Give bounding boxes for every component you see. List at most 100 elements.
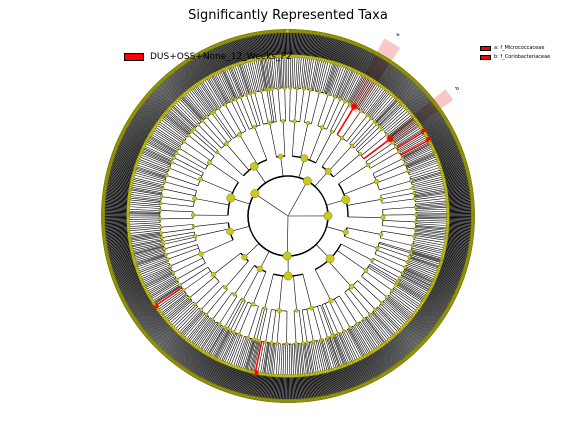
- branch-line: [304, 90, 310, 123]
- branch-line: [322, 138, 342, 167]
- taxon-node: [340, 136, 344, 140]
- branch-line: [318, 340, 325, 371]
- taxon-node: [413, 235, 416, 238]
- branch-line: [148, 138, 176, 154]
- taxon-node: [342, 195, 350, 203]
- branch-line: [302, 310, 307, 343]
- taxon-node: [401, 157, 404, 160]
- taxon-node: [285, 342, 288, 345]
- branch-line: [146, 142, 174, 157]
- branch-line: [132, 179, 163, 186]
- branch-line: [380, 105, 403, 127]
- branch-line: [366, 143, 393, 162]
- taxon-node: [373, 120, 376, 123]
- taxon-node: [414, 206, 417, 209]
- branch-line: [326, 63, 336, 94]
- taxon-node: [343, 100, 346, 103]
- branch-line: [221, 332, 234, 361]
- taxon-node: [270, 341, 273, 344]
- taxon-node: [375, 246, 379, 250]
- taxon-node: [320, 125, 324, 129]
- branch-line: [191, 89, 210, 114]
- taxon-node: [358, 152, 362, 156]
- branch-line: [288, 181, 307, 216]
- branch-line: [341, 244, 372, 260]
- branch-line: [406, 153, 435, 166]
- branch-line: [195, 229, 229, 236]
- branch-line: [161, 203, 194, 206]
- biomarker-node: [387, 136, 393, 142]
- taxon-node: [211, 318, 214, 321]
- branch-line: [230, 301, 245, 330]
- taxon-node: [320, 338, 323, 341]
- branch-line: [334, 154, 361, 177]
- taxon-node: [385, 133, 388, 136]
- taxon-node: [369, 117, 372, 120]
- taxon-node: [412, 191, 415, 194]
- taxon-node: [205, 313, 208, 316]
- branch-line: [377, 250, 408, 262]
- branch-line: [337, 250, 366, 270]
- branch-line: [195, 198, 229, 204]
- branch-line: [311, 92, 319, 124]
- branch-line: [265, 274, 274, 308]
- branch-line: [344, 182, 377, 195]
- branch-line: [377, 171, 408, 183]
- taxon-node: [366, 163, 370, 167]
- branch-line: [128, 223, 160, 225]
- taxon-node: [275, 342, 278, 345]
- taxon-node: [368, 313, 371, 316]
- branch-line: [401, 142, 429, 157]
- branch-line: [380, 238, 412, 246]
- branch-line: [315, 270, 331, 301]
- branch-line: [281, 344, 282, 376]
- branch-line: [255, 127, 267, 160]
- taxon-node: [359, 109, 362, 112]
- branch-line: [248, 306, 258, 337]
- branch-line: [239, 304, 252, 334]
- branch-line: [361, 276, 387, 297]
- branch-line: [189, 277, 214, 298]
- branch-line: [412, 248, 443, 256]
- branch-line: [416, 209, 448, 210]
- branch-line: [203, 121, 225, 146]
- branch-line: [239, 134, 257, 164]
- branch-line: [316, 132, 332, 163]
- branch-line: [330, 301, 344, 331]
- taxon-node: [356, 322, 359, 325]
- branch-line: [323, 97, 335, 128]
- branch-line: [168, 248, 199, 259]
- branch-line: [334, 299, 350, 328]
- taxon-node: [309, 306, 313, 310]
- taxon-node: [233, 293, 237, 297]
- branch-line: [327, 227, 346, 232]
- taxon-node: [312, 340, 315, 343]
- taxon-node: [342, 330, 345, 333]
- branch-line: [383, 226, 416, 229]
- branch-line: [414, 191, 446, 196]
- branch-line: [339, 296, 357, 324]
- taxon-node: [318, 90, 321, 93]
- branch-line: [379, 242, 411, 251]
- branch-line: [135, 171, 166, 180]
- branch-line: [287, 216, 288, 256]
- branch-line: [161, 229, 194, 233]
- taxon-node: [363, 317, 366, 320]
- branch-line: [307, 309, 314, 341]
- taxon-node: [326, 255, 334, 263]
- branch-line: [253, 272, 266, 305]
- taxon-node: [309, 88, 312, 91]
- taxon-node: [406, 170, 409, 173]
- taxon-node: [403, 163, 406, 166]
- branch-line: [157, 125, 183, 143]
- branch-line: [414, 238, 446, 243]
- taxon-node: [348, 102, 351, 105]
- branch-line: [352, 327, 368, 355]
- taxon-node: [302, 87, 305, 90]
- branch-line: [410, 167, 440, 177]
- branch-line: [328, 261, 351, 287]
- taxon-node: [306, 341, 309, 344]
- branch-line: [299, 310, 303, 343]
- taxon-node: [374, 308, 377, 311]
